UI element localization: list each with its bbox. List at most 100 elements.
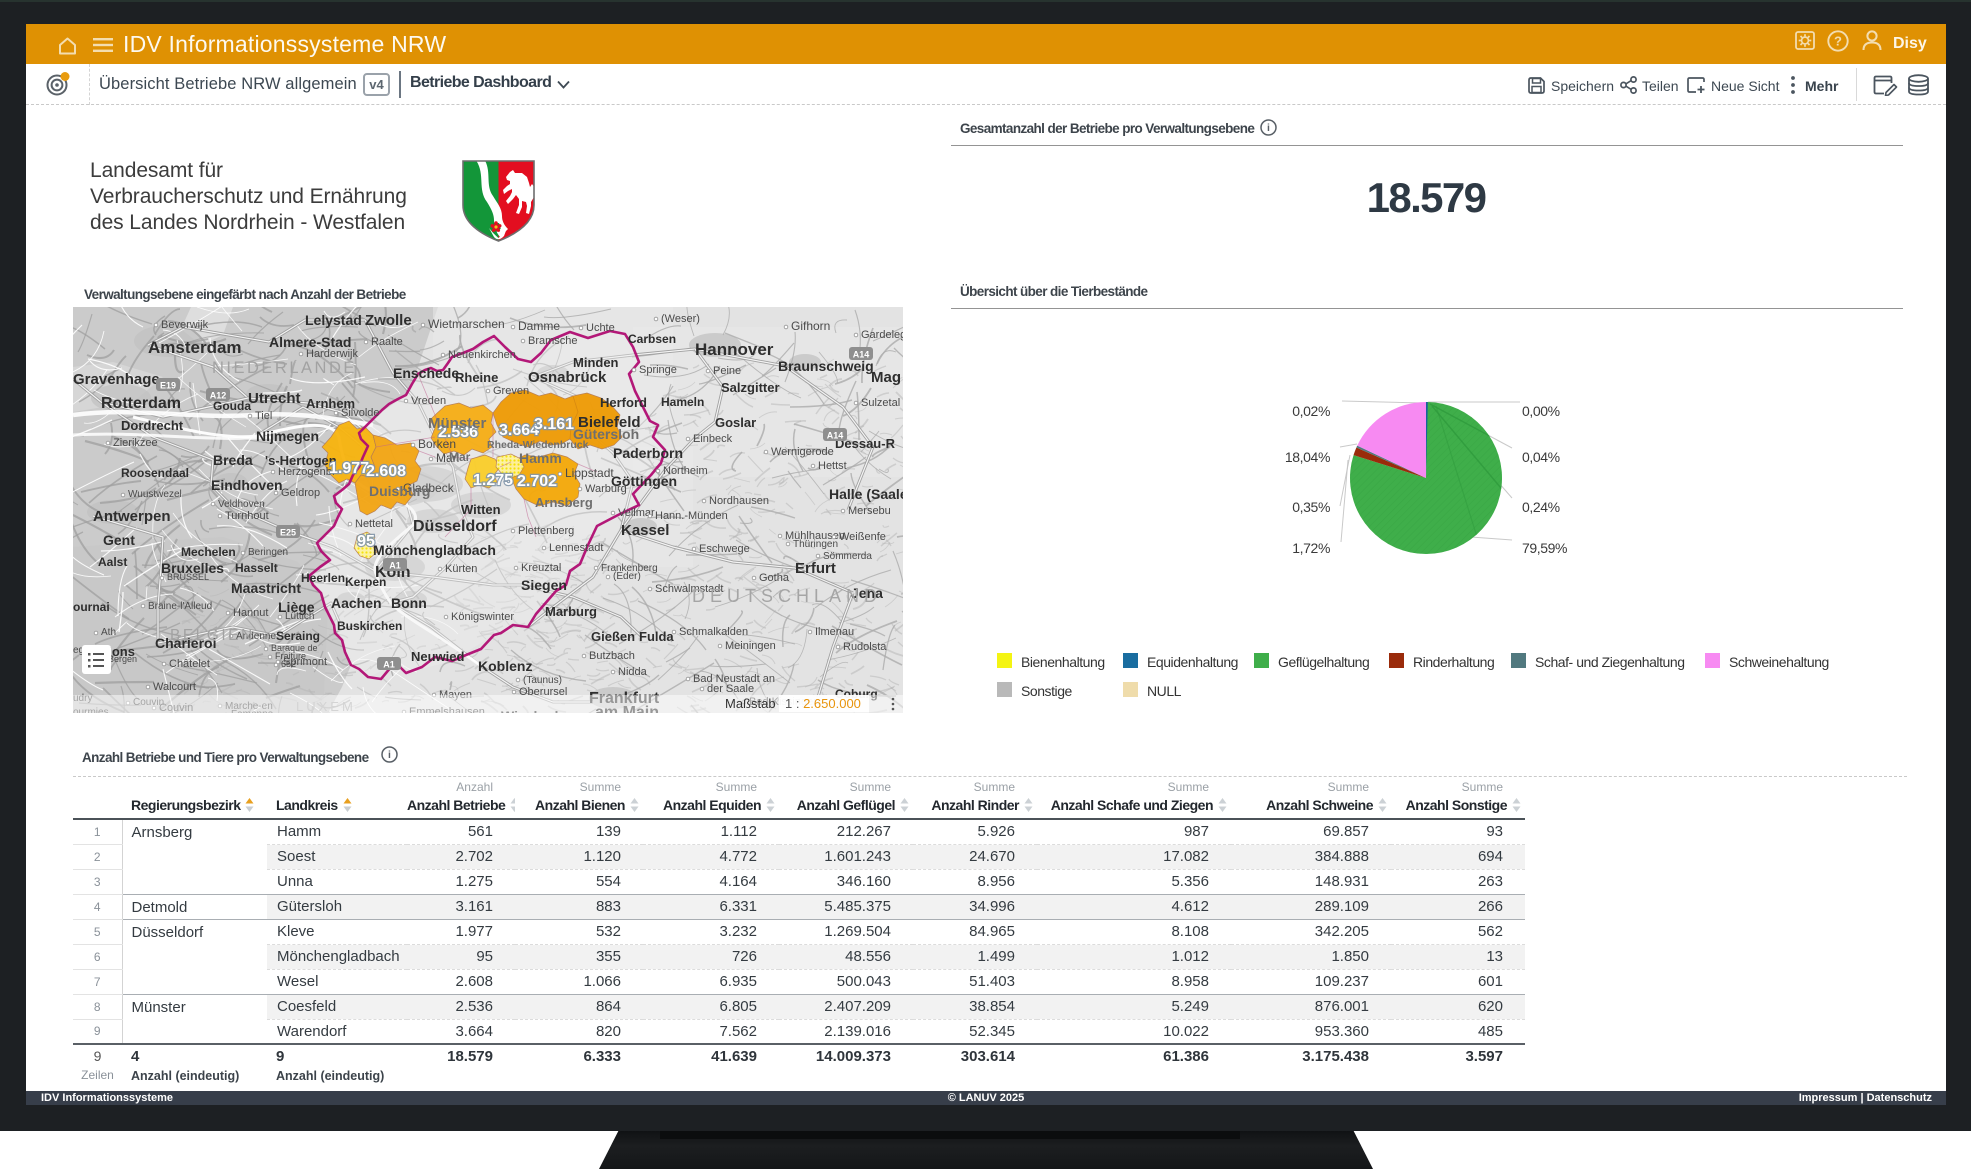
svg-text:DEUTSCHLAND: DEUTSCHLAND <box>692 586 882 606</box>
svg-text:2.608: 2.608 <box>366 463 406 480</box>
svg-text:Lennestadt: Lennestadt <box>549 542 603 554</box>
svg-text:Sömmerda: Sömmerda <box>823 551 872 562</box>
svg-text:Gardelege: Gardelege <box>861 329 903 341</box>
svg-text:Damme: Damme <box>518 319 560 333</box>
svg-text:Gladbeck: Gladbeck <box>403 481 455 495</box>
svg-text:der Saale: der Saale <box>707 683 754 695</box>
svg-text:3.161: 3.161 <box>534 416 574 433</box>
svg-text:Dessau-R: Dessau-R <box>835 436 896 451</box>
svg-text:Arnhem: Arnhem <box>306 396 355 411</box>
svg-text:3.664: 3.664 <box>499 422 539 439</box>
svg-text:Zwolle: Zwolle <box>365 312 412 329</box>
svg-text:Neuenkirchen: Neuenkirchen <box>448 349 516 361</box>
svg-text:2.702: 2.702 <box>517 473 557 490</box>
svg-text:Amsterdam: Amsterdam <box>148 338 242 357</box>
svg-text:Bergen: Bergen <box>108 654 137 664</box>
svg-text:95: 95 <box>357 533 375 550</box>
svg-text:Bramsche: Bramsche <box>528 335 578 347</box>
svg-text:Walcourt: Walcourt <box>153 681 196 693</box>
svg-text:Springe: Springe <box>639 364 677 376</box>
svg-text:1.977: 1.977 <box>329 460 369 477</box>
svg-text:Hameln: Hameln <box>661 395 704 409</box>
svg-text:A14: A14 <box>827 431 844 441</box>
svg-text:E19: E19 <box>160 381 176 391</box>
svg-text:i: i <box>388 749 391 761</box>
svg-text:Braine-l'Alleud: Braine-l'Alleud <box>148 601 212 612</box>
svg-text:Enschede: Enschede <box>393 365 459 381</box>
svg-text:Herford: Herford <box>600 395 647 410</box>
svg-text:Mühlhausen: Mühlhausen <box>785 530 845 542</box>
svg-text:Thüringen: Thüringen <box>793 539 838 550</box>
svg-text:Silvolde: Silvolde <box>341 407 380 419</box>
svg-text:'s-Hertogen: 's-Hertogen <box>265 453 337 468</box>
svg-text:Vellmar: Vellmar <box>618 507 655 519</box>
svg-text:Liège: Liège <box>278 599 315 615</box>
svg-text:Goslar: Goslar <box>715 415 756 430</box>
svg-text:Gießen: Gießen <box>591 629 635 644</box>
svg-text:Antwerpen: Antwerpen <box>93 508 171 525</box>
svg-text:Maastricht: Maastricht <box>231 580 301 596</box>
svg-text:Peine: Peine <box>713 365 741 377</box>
svg-text:Mag: Mag <box>871 369 901 386</box>
svg-text:Raalte: Raalte <box>371 336 403 348</box>
svg-text:Ilmenau: Ilmenau <box>815 626 854 638</box>
svg-text:Vreden: Vreden <box>411 395 446 407</box>
svg-text:Kreuztal: Kreuztal <box>521 562 561 574</box>
svg-text:Aalst: Aalst <box>98 555 127 569</box>
svg-text:Fraiture: Fraiture <box>275 651 306 661</box>
svg-text:Borken: Borken <box>418 437 456 451</box>
svg-text:Gotha: Gotha <box>759 572 790 584</box>
svg-text:Nidda: Nidda <box>618 666 648 678</box>
svg-text:Schwalmstadt: Schwalmstadt <box>655 583 723 595</box>
svg-text:Northeim: Northeim <box>663 465 708 477</box>
svg-text:3.161: 3.161 <box>534 416 574 433</box>
svg-text:Sprimont: Sprimont <box>283 656 327 668</box>
svg-text:Rudolsta: Rudolsta <box>843 641 887 653</box>
svg-text:Mersebu: Mersebu <box>848 505 891 517</box>
svg-text:Erfurt: Erfurt <box>795 560 836 577</box>
svg-text:Mar: Mar <box>449 450 471 464</box>
svg-text:Mechelen: Mechelen <box>181 545 236 559</box>
svg-text:Bonn: Bonn <box>391 595 427 611</box>
svg-text:Herzogenb.: Herzogenb. <box>278 466 335 478</box>
svg-text:Hettst: Hettst <box>818 460 847 472</box>
svg-text:Butzbach: Butzbach <box>589 650 635 662</box>
svg-text:Sulzetal: Sulzetal <box>861 397 900 409</box>
svg-text:Siegen: Siegen <box>521 577 567 593</box>
svg-text:95: 95 <box>357 533 375 550</box>
svg-text:Rotterdam: Rotterdam <box>101 395 181 412</box>
svg-text:2.608: 2.608 <box>366 463 406 480</box>
svg-text:Plettenberg: Plettenberg <box>518 525 574 537</box>
svg-text:(Weser): (Weser) <box>661 313 700 325</box>
svg-text:Hamm: Hamm <box>519 450 562 466</box>
svg-text:Gent: Gent <box>103 532 135 548</box>
svg-text:Schmalkalden: Schmalkalden <box>679 626 748 638</box>
svg-text:Jena: Jena <box>851 585 883 601</box>
svg-text:Rheda-Wiedenbruck: Rheda-Wiedenbruck <box>487 439 589 451</box>
svg-text:2.536: 2.536 <box>438 424 478 441</box>
svg-text:Gravenhage: Gravenhage <box>73 371 160 388</box>
svg-text:Bruxelles: Bruxelles <box>161 560 224 576</box>
svg-text:Meiningen: Meiningen <box>725 640 776 652</box>
svg-text:Göttingen: Göttingen <box>611 473 677 489</box>
svg-text:Nijmegen: Nijmegen <box>256 428 319 444</box>
svg-text:2.536: 2.536 <box>438 424 478 441</box>
svg-text:Braunschweig: Braunschweig <box>778 358 874 374</box>
svg-text:652: 652 <box>281 659 296 669</box>
svg-text:Marl: Marl <box>436 451 459 465</box>
svg-text:Roosendaal: Roosendaal <box>121 466 189 480</box>
svg-text:Baraque de: Baraque de <box>271 643 318 653</box>
svg-text:Weißenfe: Weißenfe <box>839 531 886 543</box>
svg-text:Bad Neustadt an: Bad Neustadt an <box>693 673 775 685</box>
svg-text:Lelystad: Lelystad <box>305 312 362 328</box>
svg-text:Wietmarschen: Wietmarschen <box>428 317 505 331</box>
svg-text:A14: A14 <box>853 350 870 360</box>
svg-text:Gütersloh: Gütersloh <box>573 426 639 442</box>
svg-text:Arnsberg: Arnsberg <box>535 495 593 510</box>
svg-text:Uchte: Uchte <box>586 322 615 334</box>
svg-text:Koblenz: Koblenz <box>478 658 532 674</box>
svg-text:(Eder): (Eder) <box>613 571 641 582</box>
svg-text:Turnhout: Turnhout <box>225 510 269 522</box>
svg-text:ournai: ournai <box>73 600 110 614</box>
svg-text:Hann.-Münden: Hann.-Münden <box>655 510 728 522</box>
